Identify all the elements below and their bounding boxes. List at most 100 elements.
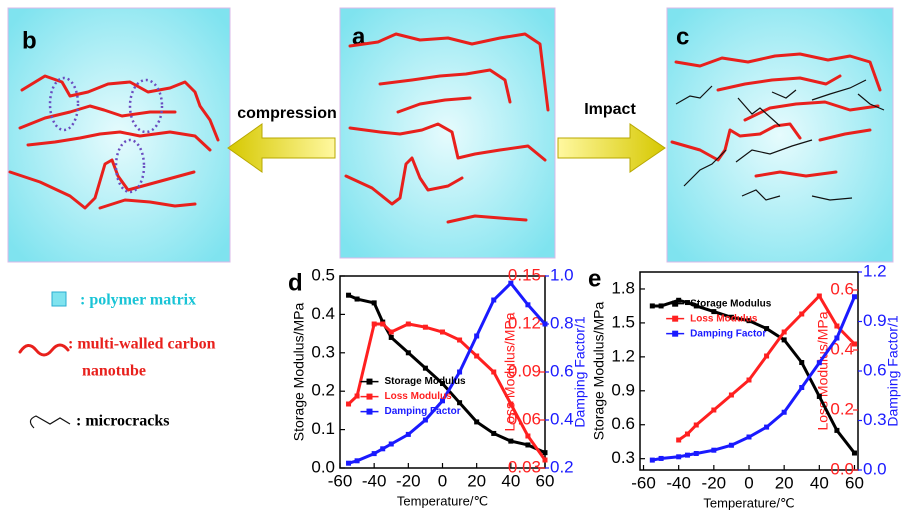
series-marker xyxy=(542,457,548,463)
panel-a: a xyxy=(339,7,556,259)
series-marker xyxy=(834,323,840,329)
legend-marker xyxy=(366,408,373,415)
series-marker xyxy=(474,333,480,339)
y-tick-label: 1.8 xyxy=(611,278,635,297)
legend-marker xyxy=(672,330,679,337)
series-marker xyxy=(684,431,690,437)
x-tick-label: 40 xyxy=(501,471,520,490)
x-tick-label: -60 xyxy=(631,473,656,492)
series-marker xyxy=(764,326,770,332)
nanotube xyxy=(716,74,842,92)
series-line xyxy=(347,293,546,455)
series-marker xyxy=(508,401,514,407)
arrows: compression Impact xyxy=(227,101,666,173)
series-marker xyxy=(474,353,480,359)
arrow-label: compression xyxy=(237,105,337,122)
nanotube xyxy=(670,122,802,162)
series-marker xyxy=(851,341,857,347)
series-marker xyxy=(649,303,655,309)
panel-b: b xyxy=(7,7,231,263)
matrix-box xyxy=(666,7,894,263)
legend-label: Damping Factor xyxy=(690,328,766,339)
y2-tick-label: 0.15 xyxy=(508,265,541,284)
nanotube xyxy=(818,128,872,142)
series-marker xyxy=(649,457,655,463)
microcrack xyxy=(737,97,781,127)
legend-label: Storage Modulus xyxy=(690,298,772,309)
y3-axis-title: Damping Factor/1 xyxy=(572,316,588,427)
series-marker xyxy=(746,318,752,324)
arrow-label: Impact xyxy=(584,101,636,118)
microcrack xyxy=(811,79,867,101)
y3-tick-label: 0.2 xyxy=(550,457,574,476)
y-tick-label: 0.2 xyxy=(311,381,335,400)
series-marker xyxy=(799,385,805,390)
microcrack xyxy=(741,189,781,201)
nanotube xyxy=(348,122,547,162)
y2-tick-label: 0.2 xyxy=(830,399,854,418)
legend-label: Storage Modulus xyxy=(385,376,467,387)
series-marker xyxy=(405,321,411,327)
series-marker xyxy=(693,303,699,309)
nanotube xyxy=(98,198,197,210)
y2-axis-title: Loss Modulus/MPa xyxy=(502,312,518,431)
series-marker xyxy=(542,450,548,456)
x-tick-label: 60 xyxy=(845,473,864,492)
series-marker xyxy=(781,409,787,415)
microcrack xyxy=(857,93,885,111)
nanotube xyxy=(446,214,528,224)
y2-tick-label: 0.12 xyxy=(508,313,541,332)
x-tick-label: -60 xyxy=(328,471,353,490)
nanotube xyxy=(348,32,550,112)
series-marker xyxy=(354,296,360,302)
series-marker xyxy=(676,437,682,443)
y2-axis-title: Loss Modulus/MPa xyxy=(815,311,831,430)
series-marker xyxy=(851,294,857,300)
series-marker xyxy=(354,458,360,464)
x-tick-label: 0 xyxy=(438,471,447,490)
series-marker xyxy=(525,442,531,448)
series-marker xyxy=(457,400,463,406)
y3-axis-title: Damping Factor/1 xyxy=(885,315,901,426)
series-marker xyxy=(422,417,428,423)
y-tick-label: 1.5 xyxy=(611,312,635,331)
series-marker xyxy=(440,381,445,387)
x-tick-label: -20 xyxy=(702,473,727,492)
series-marker xyxy=(508,280,514,286)
series-marker xyxy=(380,446,386,452)
series-marker xyxy=(388,334,394,340)
series-marker xyxy=(834,335,840,341)
chart-1: e -60 -40 -20 0 20 40 60 Temperature/℃ 0.3 0.6 0.9 1… xyxy=(588,261,901,510)
y2-tick-label: 0.0 xyxy=(830,459,854,478)
series-marker xyxy=(816,360,822,366)
key-label: nanotube xyxy=(82,363,146,380)
series-marker xyxy=(371,321,377,327)
series-marker xyxy=(440,398,445,404)
series-marker xyxy=(491,297,497,303)
y-tick-label: 0.9 xyxy=(611,380,635,399)
x-axis-title: Temperature/℃ xyxy=(703,495,794,510)
series-marker xyxy=(684,452,690,458)
nanotube xyxy=(674,52,882,92)
y3-tick-label: 1.2 xyxy=(863,261,887,280)
y2-tick-label: 0.03 xyxy=(508,457,541,476)
series-marker xyxy=(346,401,352,407)
y3-tick-label: 0.6 xyxy=(863,360,887,379)
series-marker xyxy=(474,419,480,425)
chart-0: d -60 -40 -20 0 20 40 60 Temperature/℃ 0.0 0.1 0.2 0… xyxy=(288,265,588,508)
nanotube xyxy=(743,100,880,122)
y3-tick-label: 0.3 xyxy=(863,410,887,429)
y3-tick-label: 0.4 xyxy=(550,409,574,428)
series-marker xyxy=(728,392,734,398)
series-marker xyxy=(799,360,805,366)
y3-tick-label: 0.9 xyxy=(863,311,887,330)
x-axis-title: Temperature/℃ xyxy=(397,493,488,508)
key-label: : polymer matrix xyxy=(80,292,196,309)
panel-label: e xyxy=(588,265,601,292)
y3-tick-label: 0.8 xyxy=(550,313,574,332)
series-marker xyxy=(711,309,717,315)
series-marker xyxy=(728,314,734,320)
series-marker xyxy=(711,447,717,453)
nanotube xyxy=(396,96,472,114)
contact-circle xyxy=(48,76,80,132)
